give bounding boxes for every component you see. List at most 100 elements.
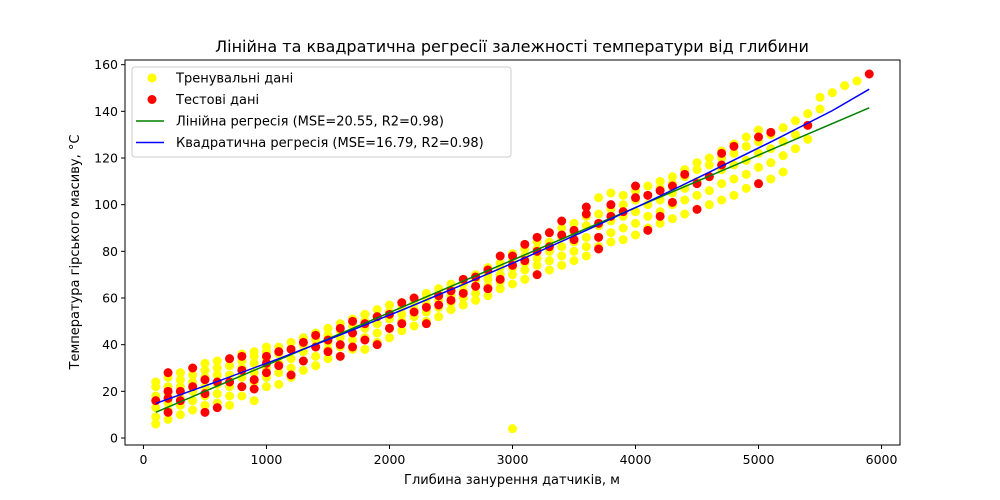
data-point-s1-29 bbox=[298, 337, 308, 347]
regression-line-2 bbox=[155, 107, 870, 414]
data-point-s1-12 bbox=[212, 403, 222, 413]
data-point-s0-75 bbox=[311, 361, 321, 371]
data-point-s0-177 bbox=[557, 251, 567, 261]
y-axis-label: Температура гірського масиву, °C bbox=[68, 135, 83, 371]
legend-box bbox=[131, 66, 512, 158]
data-point-s0-66 bbox=[286, 363, 296, 373]
data-point-s0-156 bbox=[508, 270, 517, 280]
data-point-s0-5 bbox=[151, 377, 161, 387]
data-point-s0-48 bbox=[249, 396, 259, 406]
data-point-s1-79 bbox=[594, 244, 604, 254]
data-point-s1-104 bbox=[864, 69, 874, 79]
data-point-s0-216 bbox=[655, 218, 665, 228]
data-point-s1-65 bbox=[508, 251, 517, 261]
data-point-s1-26 bbox=[286, 370, 296, 380]
data-point-s0-277 bbox=[827, 88, 837, 98]
data-point-s1-98 bbox=[717, 148, 727, 158]
data-point-s0-194 bbox=[594, 209, 604, 219]
data-point-s1-10 bbox=[200, 389, 210, 399]
data-point-s0-242 bbox=[717, 179, 727, 189]
data-point-s0-91 bbox=[348, 335, 358, 345]
data-point-s0-59 bbox=[261, 342, 271, 352]
data-point-s0-172 bbox=[544, 256, 554, 266]
data-point-s0-1 bbox=[151, 412, 161, 422]
data-point-s0-278 bbox=[840, 81, 850, 91]
legend-label-2: Лінійна регресія (MSE=20.55, R2=0.98) bbox=[176, 115, 444, 130]
data-point-s1-62 bbox=[495, 274, 505, 284]
data-point-s1-4 bbox=[163, 368, 173, 378]
y-tick-label: 40 bbox=[102, 337, 118, 352]
data-point-s0-162 bbox=[520, 265, 530, 275]
data-point-s0-178 bbox=[557, 242, 567, 252]
data-point-s0-261 bbox=[766, 174, 776, 184]
data-point-s1-70 bbox=[532, 232, 542, 242]
data-point-s1-39 bbox=[348, 316, 358, 326]
data-point-s1-91 bbox=[667, 197, 677, 207]
data-point-s1-49 bbox=[409, 293, 419, 303]
data-point-s0-182 bbox=[569, 246, 579, 256]
data-point-s0-53 bbox=[249, 347, 259, 357]
data-point-s1-103 bbox=[803, 120, 813, 130]
data-point-s0-240 bbox=[704, 153, 714, 163]
data-point-s1-28 bbox=[298, 356, 308, 366]
data-point-s0-51 bbox=[249, 358, 259, 368]
data-point-s0-180 bbox=[557, 223, 567, 233]
data-point-s0-241 bbox=[717, 195, 727, 205]
data-point-s0-185 bbox=[569, 218, 579, 228]
data-point-s0-17 bbox=[175, 368, 185, 378]
data-point-s0-109 bbox=[384, 300, 394, 310]
data-point-s0-262 bbox=[766, 158, 776, 168]
data-point-s1-34 bbox=[335, 351, 345, 361]
data-point-s0-247 bbox=[729, 174, 739, 184]
x-axis-label: Глибина занурення датчиків, м bbox=[404, 473, 620, 488]
data-point-s1-54 bbox=[446, 295, 456, 305]
data-point-s1-20 bbox=[249, 375, 259, 385]
data-point-s1-77 bbox=[581, 209, 591, 219]
data-point-s0-29 bbox=[200, 358, 210, 368]
data-point-s0-0 bbox=[151, 419, 161, 429]
data-point-s1-51 bbox=[421, 302, 431, 312]
data-point-s0-37 bbox=[225, 391, 235, 401]
x-tick-label: 4000 bbox=[620, 452, 652, 467]
data-point-s0-212 bbox=[643, 211, 653, 221]
data-point-s1-44 bbox=[384, 323, 394, 333]
data-point-s0-112 bbox=[397, 309, 407, 319]
data-point-s0-69 bbox=[286, 337, 296, 347]
data-point-s1-36 bbox=[335, 323, 345, 333]
legend-marker-0 bbox=[147, 73, 157, 83]
data-point-s0-22 bbox=[188, 370, 198, 380]
data-point-s0-161 bbox=[520, 274, 530, 284]
data-point-s0-24 bbox=[200, 400, 210, 410]
data-point-s0-239 bbox=[704, 160, 714, 170]
data-point-s0-265 bbox=[778, 167, 788, 177]
y-tick-label: 100 bbox=[94, 197, 118, 212]
data-point-s0-31 bbox=[212, 389, 222, 399]
data-point-s0-252 bbox=[741, 169, 751, 179]
data-point-s0-227 bbox=[680, 195, 690, 205]
legend-marker-1 bbox=[147, 95, 157, 104]
data-point-s1-93 bbox=[680, 169, 690, 179]
data-point-s0-251 bbox=[741, 183, 751, 193]
data-point-s0-16 bbox=[175, 375, 185, 385]
y-tick-label: 120 bbox=[94, 151, 118, 166]
data-point-s1-74 bbox=[557, 216, 567, 226]
data-point-s0-220 bbox=[655, 176, 665, 186]
data-point-s0-232 bbox=[692, 190, 702, 200]
data-point-s0-28 bbox=[200, 365, 210, 375]
data-point-s0-215 bbox=[643, 181, 653, 191]
data-point-s0-54 bbox=[261, 382, 271, 392]
y-tick-label: 0 bbox=[110, 431, 118, 446]
data-point-s1-89 bbox=[655, 211, 665, 221]
data-point-s1-60 bbox=[483, 284, 493, 294]
data-point-s1-24 bbox=[274, 361, 284, 371]
data-point-s0-61 bbox=[274, 368, 284, 378]
data-point-s0-34 bbox=[212, 363, 222, 373]
data-point-s0-155 bbox=[508, 279, 517, 289]
data-point-s0-249 bbox=[729, 148, 739, 158]
data-point-s0-202 bbox=[618, 223, 628, 233]
data-point-s1-47 bbox=[397, 298, 407, 308]
data-point-s0-80 bbox=[323, 354, 333, 364]
data-point-s1-42 bbox=[372, 340, 382, 350]
data-point-s1-15 bbox=[225, 354, 235, 364]
